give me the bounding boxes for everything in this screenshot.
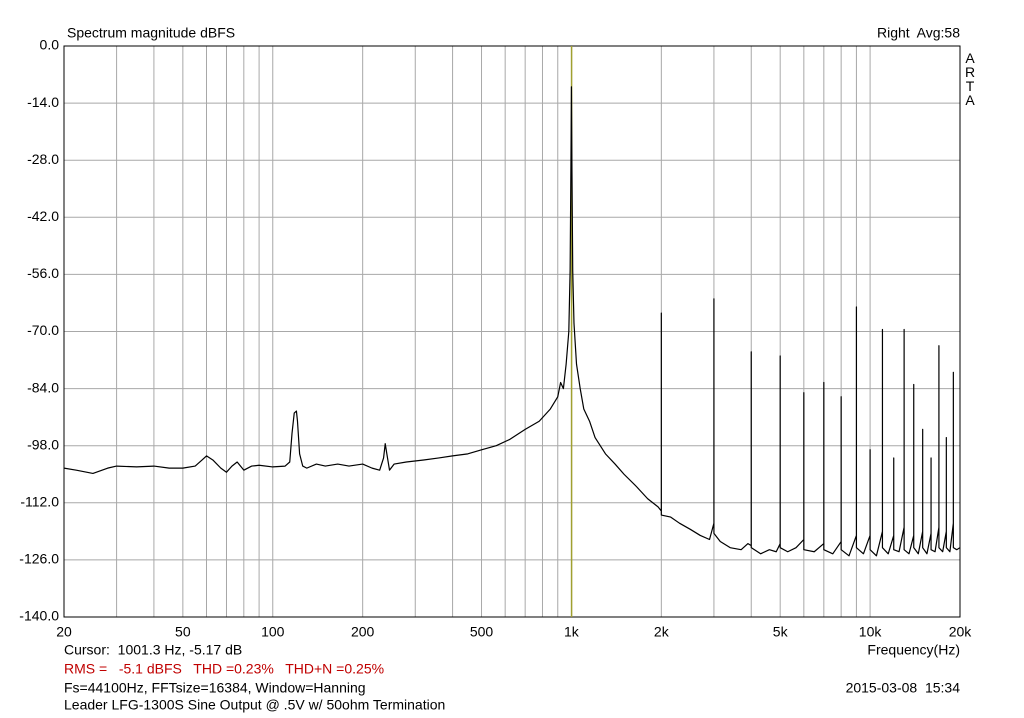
settings: Fs=44100Hz, FFTsize=16384, Window=Hannin…	[64, 680, 366, 696]
x-tick-label: 500	[470, 624, 494, 640]
chart-title: Spectrum magnitude dBFS	[67, 25, 235, 41]
timestamp: 2015-03-08 15:34	[846, 680, 961, 696]
x-tick-label: 100	[261, 624, 285, 640]
x-tick-label: 50	[175, 624, 191, 640]
y-tick-label: -56.0	[27, 265, 59, 281]
channel-label: Right Avg:58	[877, 25, 960, 41]
x-tick-label: 200	[351, 624, 375, 640]
y-tick-label: -140.0	[19, 608, 59, 624]
measurement: RMS = -5.1 dBFS THD =0.23% THD+N =0.25%	[64, 661, 384, 677]
y-tick-label: -98.0	[27, 436, 59, 452]
y-tick-label: -70.0	[27, 322, 59, 338]
y-tick-label: -28.0	[27, 151, 59, 167]
spectrum-line	[63, 86, 961, 557]
brand: ARTA	[962, 50, 978, 106]
x-tick-label: 5k	[773, 624, 789, 640]
x-tick-label: 2k	[654, 624, 670, 640]
plot-frame	[63, 45, 961, 618]
y-tick-label: -84.0	[27, 379, 59, 395]
x-tick-label: 1k	[564, 624, 580, 640]
y-tick-label: -126.0	[19, 551, 59, 567]
y-tick-label: 0.0	[40, 37, 60, 53]
cursor-readout: Cursor: 1001.3 Hz, -5.17 dB	[64, 642, 242, 658]
y-tick-label: -112.0	[20, 494, 59, 510]
y-tick-label: -14.0	[27, 94, 59, 110]
x-tick-label: 10k	[859, 624, 883, 640]
x-axis-label: Frequency(Hz)	[867, 642, 960, 658]
description: Leader LFG-1300S Sine Output @ .5V w/ 50…	[64, 697, 445, 713]
y-tick-label: -42.0	[27, 208, 59, 224]
x-tick-label: 20k	[949, 624, 973, 640]
x-tick-label: 20	[56, 624, 72, 640]
